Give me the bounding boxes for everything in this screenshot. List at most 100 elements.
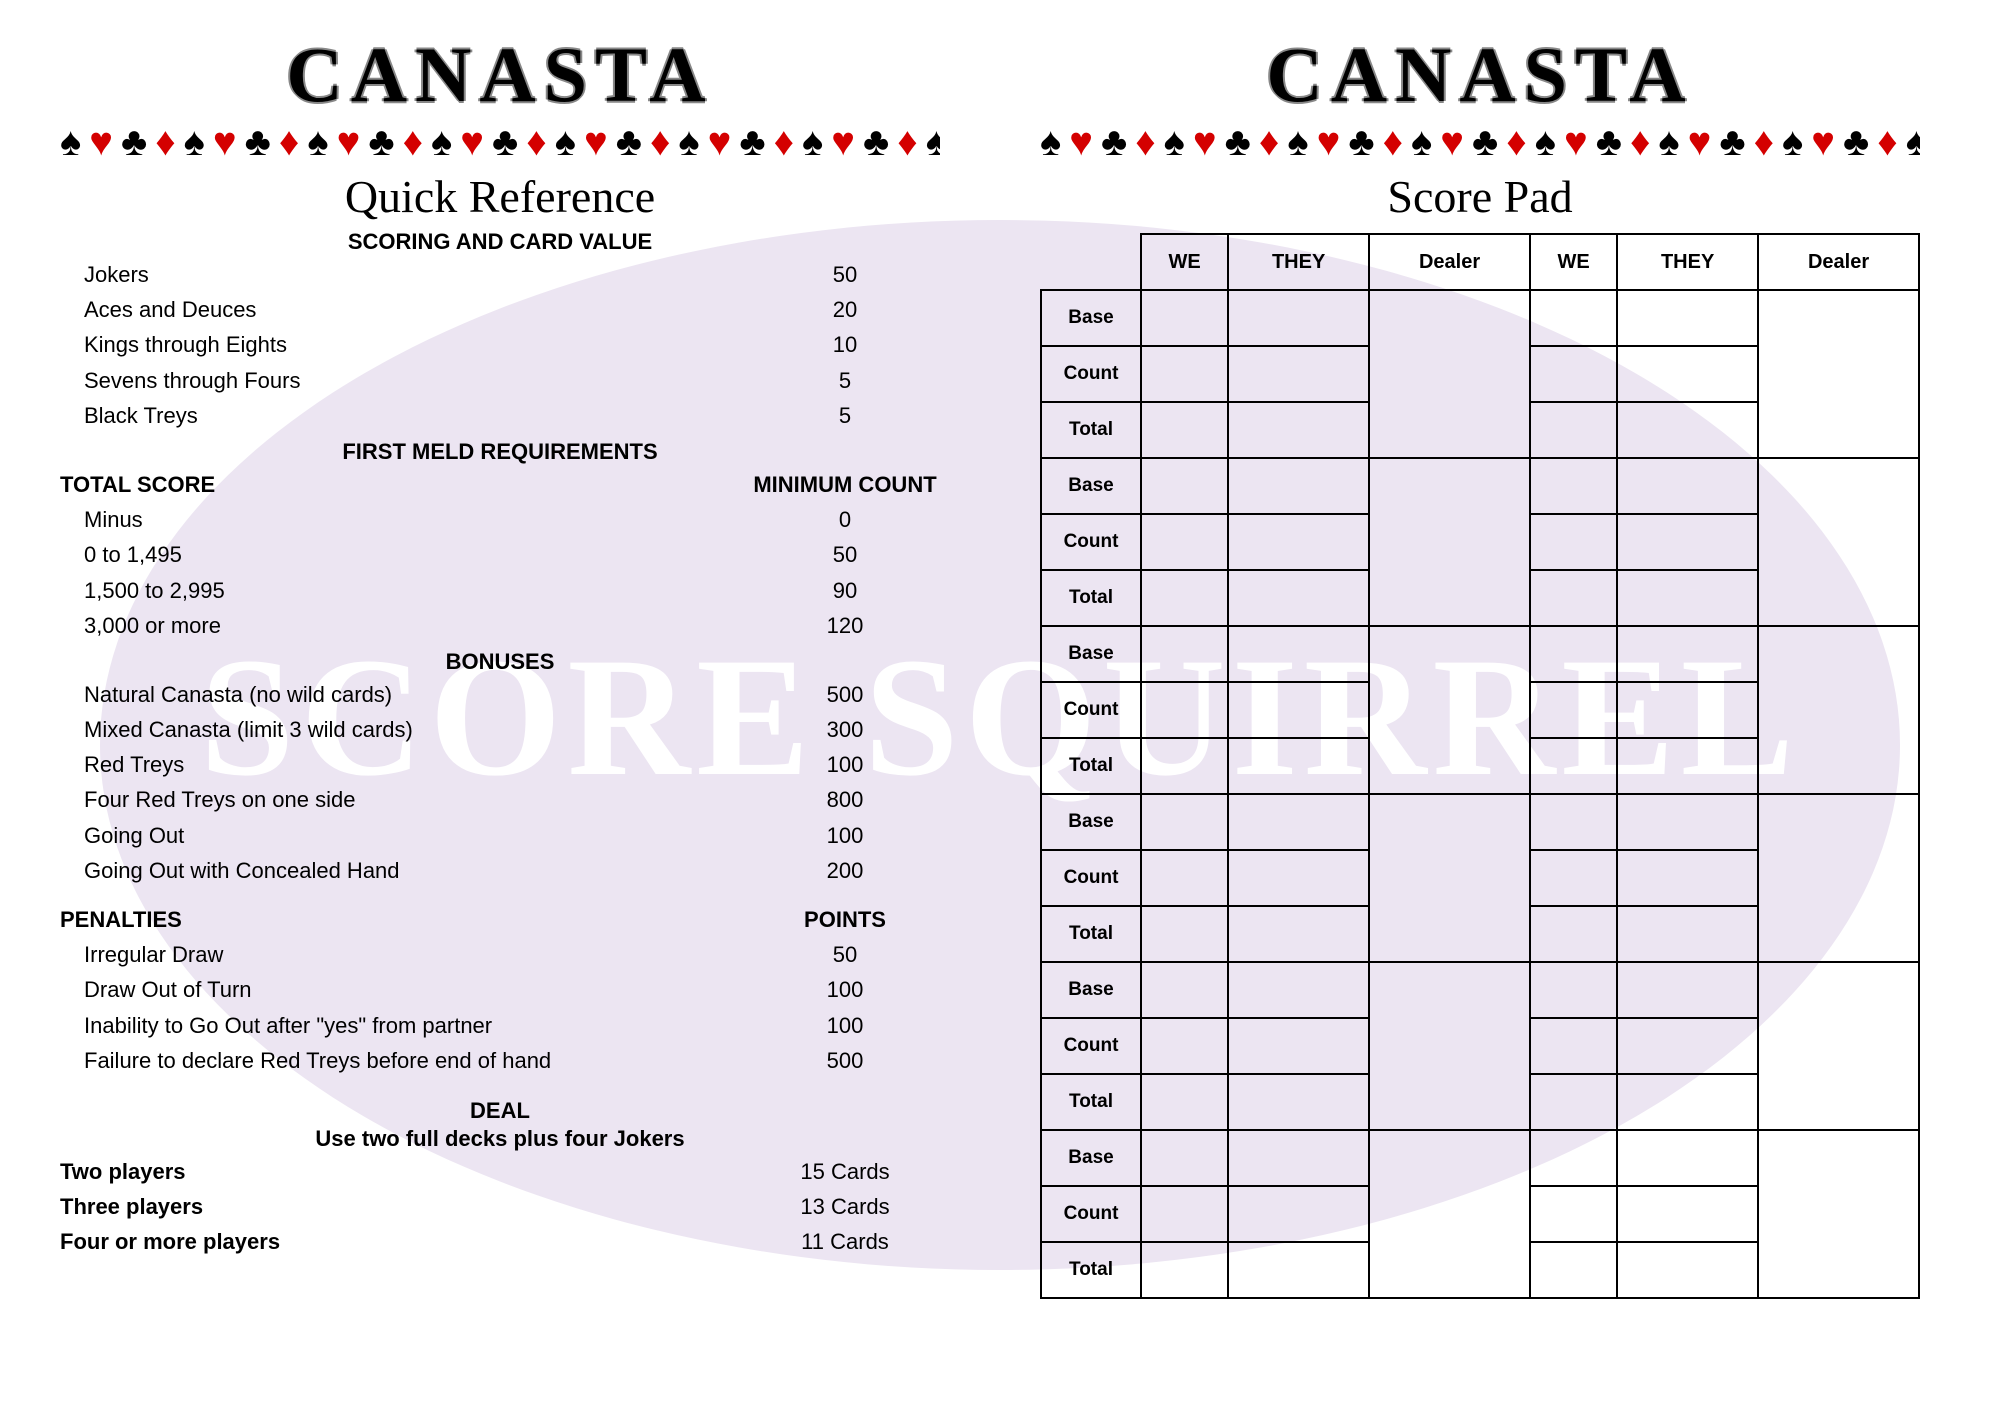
score-cell[interactable] <box>1530 402 1617 458</box>
score-cell[interactable] <box>1617 458 1758 514</box>
reference-row: Three players13 Cards <box>60 1189 940 1224</box>
score-row-label: Base <box>1041 458 1141 514</box>
score-cell[interactable] <box>1617 1074 1758 1130</box>
score-cell[interactable] <box>1530 1186 1617 1242</box>
score-cell[interactable] <box>1617 1242 1758 1298</box>
dealer-cell[interactable] <box>1758 626 1919 794</box>
score-cell[interactable] <box>1617 738 1758 794</box>
reference-value: 50 <box>750 257 940 292</box>
score-cell[interactable] <box>1530 458 1617 514</box>
score-cell[interactable] <box>1228 1074 1369 1130</box>
score-cell[interactable] <box>1530 962 1617 1018</box>
dealer-cell[interactable] <box>1369 626 1530 794</box>
score-cell[interactable] <box>1228 1130 1369 1186</box>
score-cell[interactable] <box>1228 1242 1369 1298</box>
score-cell[interactable] <box>1617 850 1758 906</box>
score-cell[interactable] <box>1228 346 1369 402</box>
score-cell[interactable] <box>1228 458 1369 514</box>
score-cell[interactable] <box>1141 570 1228 626</box>
score-cell[interactable] <box>1141 1130 1228 1186</box>
score-cell[interactable] <box>1141 514 1228 570</box>
score-cell[interactable] <box>1228 626 1369 682</box>
dealer-cell[interactable] <box>1758 794 1919 962</box>
score-cell[interactable] <box>1141 402 1228 458</box>
dealer-cell[interactable] <box>1369 962 1530 1130</box>
score-cell[interactable] <box>1530 290 1617 346</box>
score-cell[interactable] <box>1617 570 1758 626</box>
score-cell[interactable] <box>1530 682 1617 738</box>
reference-value: 90 <box>750 573 940 608</box>
score-cell[interactable] <box>1228 1186 1369 1242</box>
reference-label: Mixed Canasta (limit 3 wild cards) <box>60 712 750 747</box>
score-cell[interactable] <box>1228 290 1369 346</box>
score-cell[interactable] <box>1617 1186 1758 1242</box>
score-cell[interactable] <box>1141 906 1228 962</box>
reference-value: 200 <box>750 853 940 888</box>
score-cell[interactable] <box>1617 346 1758 402</box>
score-cell[interactable] <box>1530 794 1617 850</box>
score-cell[interactable] <box>1617 626 1758 682</box>
score-cell[interactable] <box>1617 1018 1758 1074</box>
score-cell[interactable] <box>1530 1074 1617 1130</box>
score-cell[interactable] <box>1617 1130 1758 1186</box>
score-cell[interactable] <box>1141 682 1228 738</box>
score-cell[interactable] <box>1228 962 1369 1018</box>
score-cell[interactable] <box>1141 1242 1228 1298</box>
reference-table: SCORING AND CARD VALUE Jokers50Aces and … <box>60 229 940 1260</box>
score-cell[interactable] <box>1530 514 1617 570</box>
score-row: Base <box>1041 962 1919 1018</box>
score-cell[interactable] <box>1141 1074 1228 1130</box>
score-cell[interactable] <box>1141 1018 1228 1074</box>
score-cell[interactable] <box>1228 850 1369 906</box>
score-cell[interactable] <box>1228 682 1369 738</box>
score-cell[interactable] <box>1617 402 1758 458</box>
score-cell[interactable] <box>1530 1242 1617 1298</box>
score-cell[interactable] <box>1530 570 1617 626</box>
score-cell[interactable] <box>1617 290 1758 346</box>
score-cell[interactable] <box>1141 290 1228 346</box>
score-cell[interactable] <box>1141 458 1228 514</box>
score-cell[interactable] <box>1617 962 1758 1018</box>
score-cell[interactable] <box>1617 794 1758 850</box>
dealer-cell[interactable] <box>1758 1130 1919 1298</box>
score-cell[interactable] <box>1141 346 1228 402</box>
reference-label: Jokers <box>60 257 750 292</box>
dealer-cell[interactable] <box>1758 458 1919 626</box>
penalties-column-headers: PENALTIES POINTS <box>60 902 940 937</box>
score-cell[interactable] <box>1141 962 1228 1018</box>
score-cell[interactable] <box>1228 1018 1369 1074</box>
score-row-label: Count <box>1041 1186 1141 1242</box>
page-container: CANASTA ♠♥♣♦♠♥♣♦♠♥♣♦♠♥♣♦♠♥♣♦♠♥♣♦♠♥♣♦♠♥♣♦… <box>0 0 2000 1427</box>
score-cell[interactable] <box>1530 346 1617 402</box>
reference-row: Mixed Canasta (limit 3 wild cards)300 <box>60 712 940 747</box>
score-cell[interactable] <box>1141 1186 1228 1242</box>
dealer-cell[interactable] <box>1758 290 1919 458</box>
score-cell[interactable] <box>1141 738 1228 794</box>
score-cell[interactable] <box>1530 850 1617 906</box>
score-cell[interactable] <box>1141 794 1228 850</box>
score-cell[interactable] <box>1530 738 1617 794</box>
score-cell[interactable] <box>1530 1018 1617 1074</box>
score-cell[interactable] <box>1228 906 1369 962</box>
score-cell[interactable] <box>1141 850 1228 906</box>
score-cell[interactable] <box>1530 906 1617 962</box>
score-cell[interactable] <box>1228 514 1369 570</box>
score-cell[interactable] <box>1530 626 1617 682</box>
score-cell[interactable] <box>1228 738 1369 794</box>
score-cell[interactable] <box>1228 570 1369 626</box>
reference-row: Failure to declare Red Treys before end … <box>60 1043 940 1078</box>
score-cell[interactable] <box>1617 682 1758 738</box>
dealer-cell[interactable] <box>1369 1130 1530 1298</box>
dealer-cell[interactable] <box>1758 962 1919 1130</box>
score-cell[interactable] <box>1228 402 1369 458</box>
reference-row: Jokers50 <box>60 257 940 292</box>
score-cell[interactable] <box>1530 1130 1617 1186</box>
score-cell[interactable] <box>1228 794 1369 850</box>
score-cell[interactable] <box>1617 906 1758 962</box>
dealer-cell[interactable] <box>1369 290 1530 458</box>
score-cell[interactable] <box>1617 514 1758 570</box>
score-cell[interactable] <box>1141 626 1228 682</box>
reference-label: 1,500 to 2,995 <box>60 573 750 608</box>
dealer-cell[interactable] <box>1369 458 1530 626</box>
dealer-cell[interactable] <box>1369 794 1530 962</box>
